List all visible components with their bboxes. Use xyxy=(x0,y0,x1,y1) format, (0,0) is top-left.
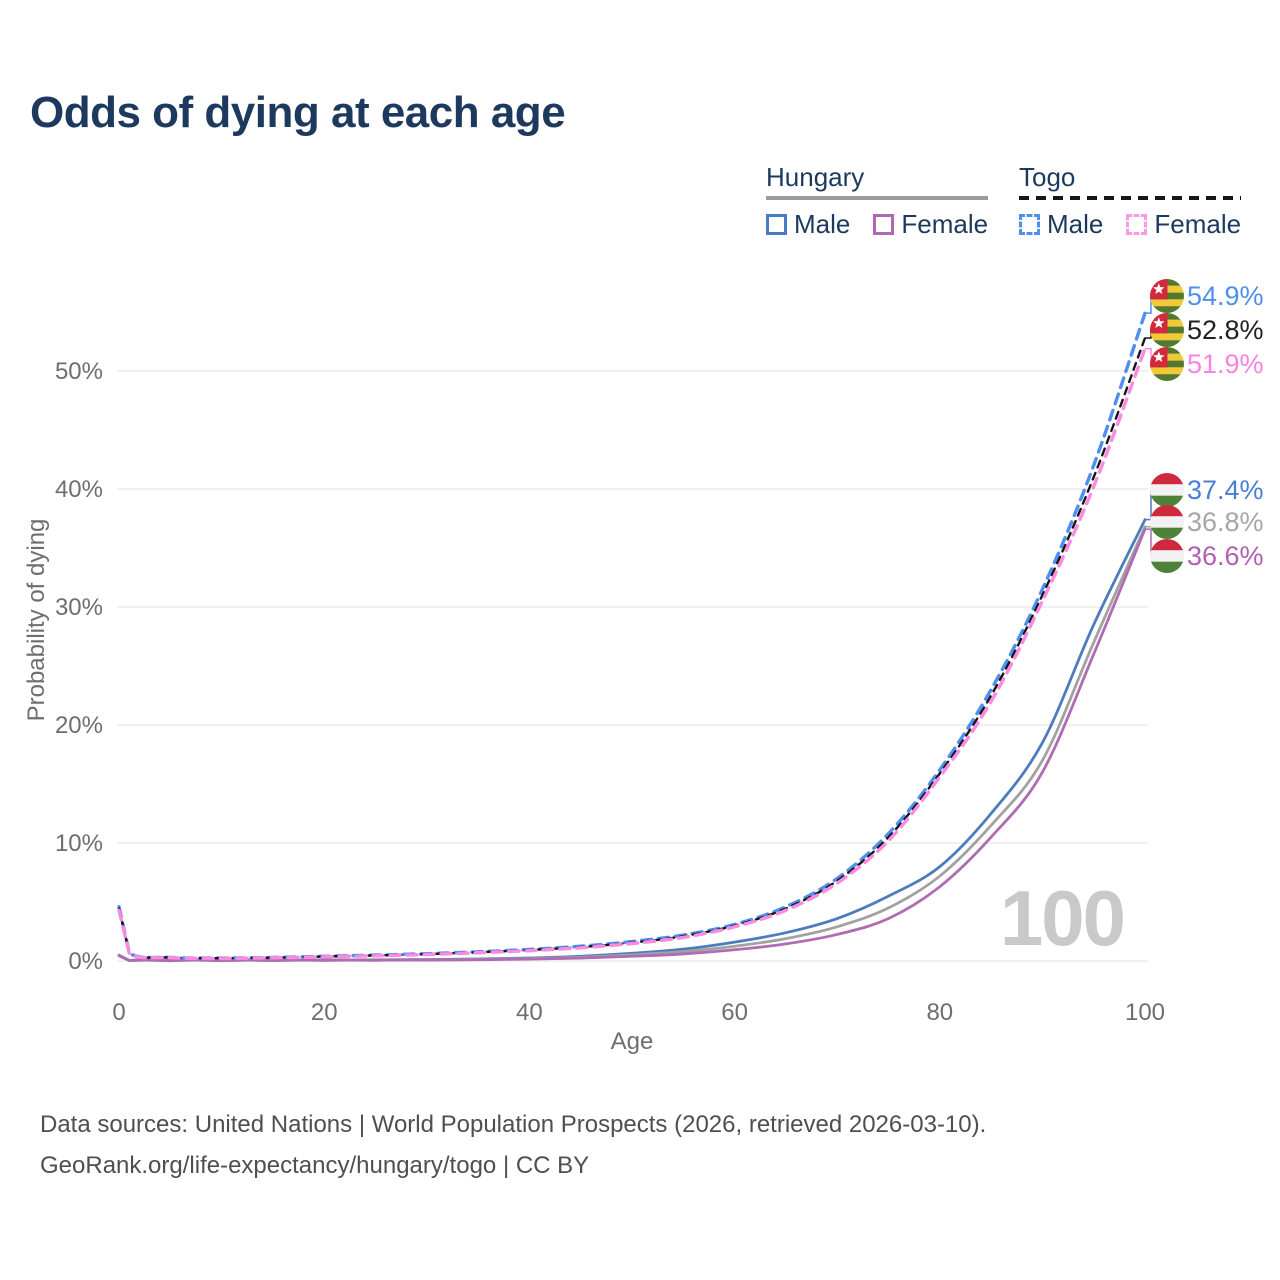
x-axis-title: Age xyxy=(611,1028,654,1055)
end-label-value: 37.4% xyxy=(1187,475,1264,505)
series-line-togo_female[interactable] xyxy=(117,346,1147,961)
page-title: Odds of dying at each age xyxy=(30,88,566,137)
x-tick-label: 0 xyxy=(112,999,125,1026)
legend-item-hungary-female[interactable]: Female xyxy=(873,209,988,240)
age-indicator: 100 xyxy=(1000,874,1124,962)
togo-female-swatch-icon xyxy=(1126,214,1148,235)
y-tick-label: 20% xyxy=(55,712,103,739)
togo-male-swatch-icon xyxy=(1019,214,1040,235)
footer-data-sources: Data sources: United Nations | World Pop… xyxy=(40,1111,987,1138)
x-tick-label: 80 xyxy=(926,999,953,1026)
x-tick-label: 100 xyxy=(1125,999,1165,1026)
end-label-value: 52.8% xyxy=(1187,315,1264,345)
legend-label: Male xyxy=(794,209,851,239)
hungary-male-swatch-icon xyxy=(766,214,787,235)
end-label-value: 36.6% xyxy=(1187,541,1264,571)
series-line-togo_male[interactable] xyxy=(117,311,1147,960)
togo-flag-icon xyxy=(1150,347,1184,381)
legend-group-togo: Togo Male Female xyxy=(1019,162,1242,240)
legend-country-hungary[interactable]: Hungary xyxy=(766,162,865,192)
togo-flag-icon xyxy=(1150,313,1184,347)
x-tick-label: 40 xyxy=(516,999,543,1026)
hungary-flag-icon xyxy=(1150,505,1184,539)
hungary-flag-icon xyxy=(1150,473,1184,507)
end-label-value: 36.8% xyxy=(1187,507,1264,537)
x-tick-label: 60 xyxy=(721,999,748,1026)
series-line-hungary_male[interactable] xyxy=(117,518,1147,963)
series-line-togo_all[interactable] xyxy=(117,336,1147,960)
togo-dashed-line-swatch xyxy=(1019,196,1242,200)
legend-item-togo-male[interactable]: Male xyxy=(1019,209,1103,240)
y-tick-label: 40% xyxy=(55,476,103,503)
series-line-hungary_all[interactable] xyxy=(117,525,1147,963)
legend-item-hungary-male[interactable]: Male xyxy=(766,209,850,240)
legend-country-togo[interactable]: Togo xyxy=(1019,162,1076,192)
x-tick-label: 20 xyxy=(311,999,338,1026)
footer-attribution: GeoRank.org/life-expectancy/hungary/togo… xyxy=(40,1152,590,1179)
hungary-flag-icon xyxy=(1150,539,1184,573)
y-tick-label: 10% xyxy=(55,830,103,857)
hungary-solid-line-swatch xyxy=(766,196,989,200)
legend-label: Female xyxy=(1154,209,1242,239)
legend-group-hungary: Hungary Male Female xyxy=(766,162,989,240)
legend-label: Female xyxy=(901,209,989,239)
legend-item-togo-female[interactable]: Female xyxy=(1126,209,1241,240)
y-tick-label: 30% xyxy=(55,594,103,621)
footer: Data sources: United Nations | World Pop… xyxy=(40,1104,986,1186)
y-tick-label: 0% xyxy=(68,948,103,975)
hungary-female-swatch-icon xyxy=(873,214,895,235)
series-line-hungary_female[interactable] xyxy=(117,527,1147,963)
end-label-value: 54.9% xyxy=(1187,281,1264,311)
togo-flag-icon xyxy=(1150,279,1184,313)
end-label-value: 51.9% xyxy=(1187,349,1264,379)
y-axis-title: Probability of dying xyxy=(23,519,50,722)
legend-label: Male xyxy=(1047,209,1104,239)
y-tick-label: 50% xyxy=(55,358,103,385)
